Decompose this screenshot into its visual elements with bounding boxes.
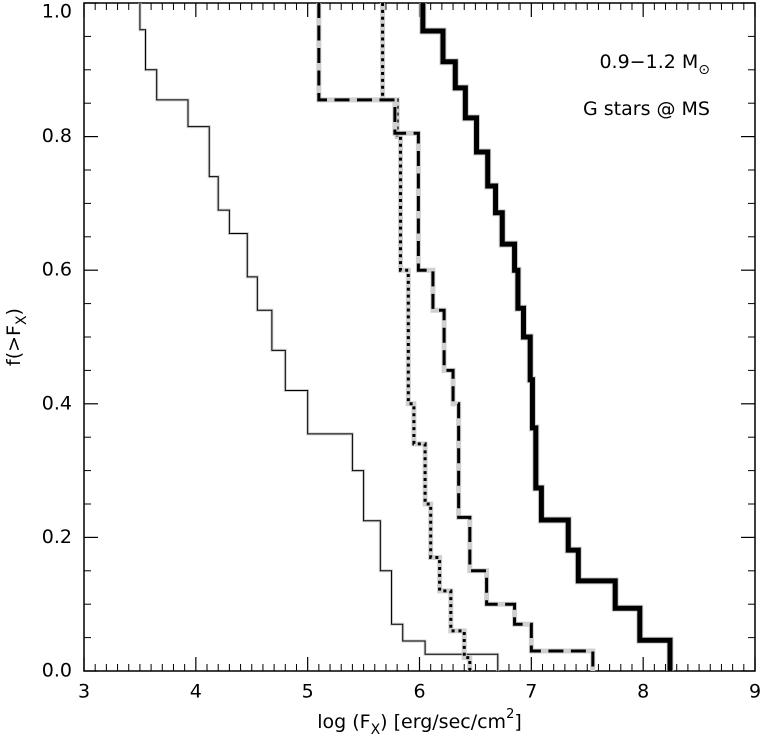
text-part: log (F: [317, 711, 370, 733]
text-part: X: [14, 315, 30, 325]
x-tick-label: 6: [413, 681, 425, 703]
x-tick-label: 3: [78, 681, 90, 703]
text-part: G stars @ MS: [583, 98, 710, 120]
x-tick-label: 7: [525, 681, 537, 703]
series-line: [139, 3, 499, 671]
series-line: [420, 3, 673, 671]
annotation: G stars @ MS: [583, 98, 710, 120]
y-tick-label: 0.6: [42, 259, 72, 281]
x-tick-label: 8: [637, 681, 649, 703]
text-part: ) [erg/sec/cm: [380, 711, 506, 733]
y-tick-label: 0.2: [42, 526, 72, 548]
text-part: ]: [514, 711, 521, 733]
annotation: 0.9−1.2 M⊙: [599, 51, 710, 79]
y-tick-label: 0.8: [42, 125, 72, 147]
series-line: [381, 3, 472, 671]
x-tick-label: 9: [749, 681, 760, 703]
y-tick-label: 0.0: [42, 660, 72, 682]
text-part: ): [3, 308, 25, 315]
y-tick-label: 0.4: [42, 392, 72, 414]
y-tick-label: 1.0: [42, 1, 72, 23]
text-part: f(>F: [3, 325, 25, 366]
text-part: 0.9−1.2 M: [599, 51, 698, 73]
y-axis-label: f(>FX): [3, 308, 31, 366]
x-tick-label: 4: [190, 681, 202, 703]
x-axis-label: log (FX) [erg/sec/cm2]: [317, 707, 522, 738]
text-part: 2: [506, 707, 514, 722]
series-shadow: [316, 3, 596, 671]
series-line: [317, 3, 595, 671]
text-part: X: [371, 722, 381, 738]
x-tick-label: 5: [302, 681, 314, 703]
text-part: ⊙: [698, 62, 710, 78]
